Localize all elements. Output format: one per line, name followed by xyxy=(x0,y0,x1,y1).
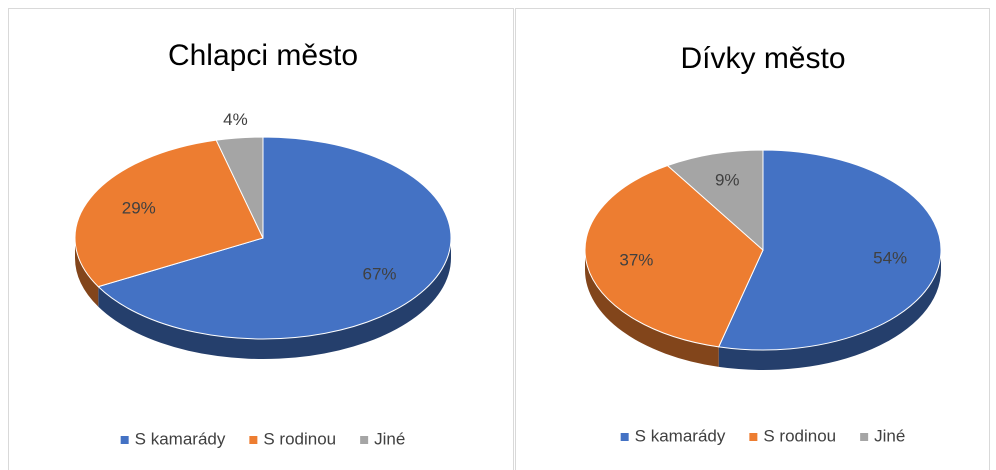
pie-slice xyxy=(74,139,264,288)
pie-side xyxy=(98,238,452,359)
data-label: 54% xyxy=(873,249,907,268)
legend-label: S kamarády xyxy=(135,429,226,448)
legend-label: S rodinou xyxy=(763,426,836,445)
chart-title: Chlapci město xyxy=(168,39,358,72)
legend-swatch xyxy=(620,433,629,441)
data-label: 4% xyxy=(223,110,248,129)
pie-slice xyxy=(718,149,942,351)
pie-slice xyxy=(215,136,264,239)
data-label: 67% xyxy=(362,265,396,284)
chart-title: Dívky město xyxy=(680,42,845,75)
legend-swatch xyxy=(120,436,129,444)
data-label: 37% xyxy=(619,251,653,270)
chart-border xyxy=(515,8,990,470)
legend-label: Jiné xyxy=(374,429,405,448)
data-label: 29% xyxy=(122,199,156,218)
legend-swatch xyxy=(249,436,258,444)
legend-label: Jiné xyxy=(874,426,905,445)
legend-label: S rodinou xyxy=(263,429,336,448)
pie-slice xyxy=(666,149,764,252)
legend-swatch xyxy=(749,433,758,441)
data-label: 9% xyxy=(715,170,740,189)
legend-swatch xyxy=(860,433,869,441)
pie-slice xyxy=(97,136,452,340)
chart-border xyxy=(8,8,514,470)
pie-side xyxy=(585,250,719,367)
legend-swatch xyxy=(360,436,369,444)
legend-label: S kamarády xyxy=(635,426,726,445)
pie-side xyxy=(718,250,941,370)
pie-side xyxy=(75,238,99,307)
